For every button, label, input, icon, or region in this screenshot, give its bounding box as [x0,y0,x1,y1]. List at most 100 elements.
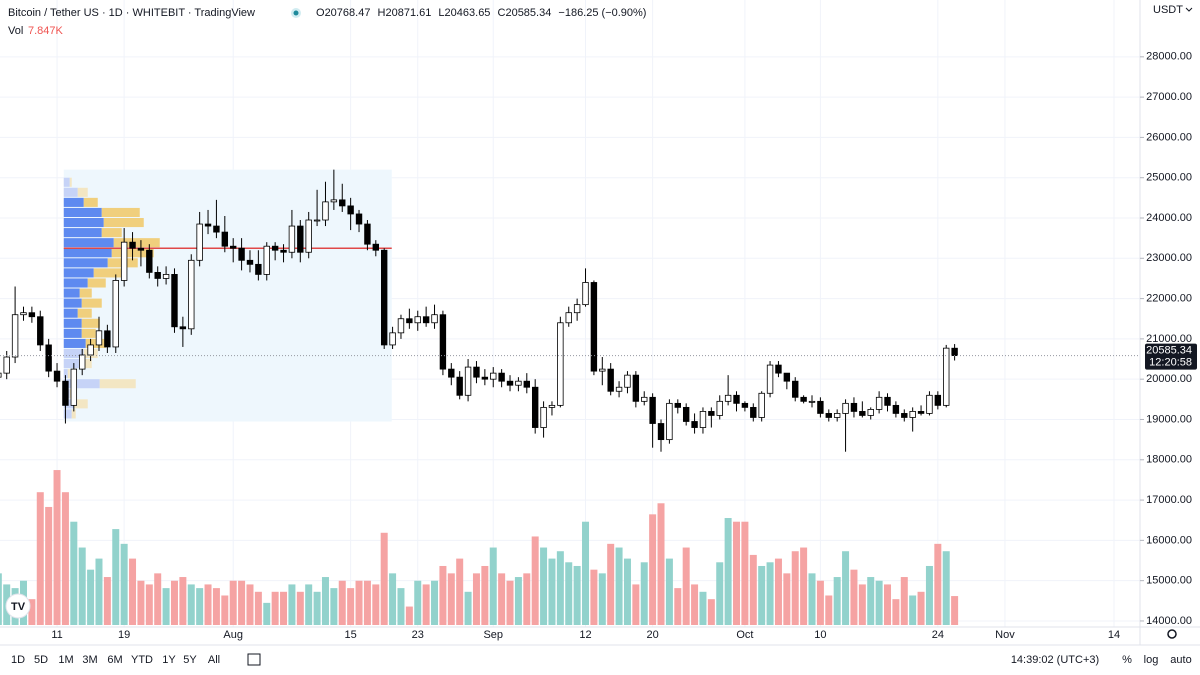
volume-bar [263,602,271,625]
volume-bar [414,580,422,625]
currency[interactable]: USDT [1153,4,1183,16]
volume-bar [665,558,673,625]
profile-up [63,409,72,419]
volume-bar [481,565,489,625]
range-button[interactable]: 5D [34,654,48,666]
profile-down [81,298,102,308]
candle-body [389,332,396,346]
candle-body [188,259,195,330]
clock[interactable]: 14:39:02 (UTC+3) [1011,654,1099,666]
candle-body [263,245,270,275]
candle-body [573,304,581,314]
range-button[interactable]: 1M [58,654,73,666]
volume-bar [120,543,128,625]
y-tick-label: 27000.00 [1146,91,1192,103]
volume-bar [36,492,44,625]
candle-body [347,205,354,215]
candle-body [741,402,749,408]
candle-body [691,421,698,428]
settings-icon[interactable] [1167,629,1177,639]
candle-body [406,318,413,324]
volume-bar [196,588,204,625]
profile-down [83,197,98,207]
range-button[interactable]: 5Y [183,654,197,666]
y-tick-label: 23000.00 [1146,252,1192,264]
range-button[interactable]: All [208,654,220,666]
scale-option[interactable]: % [1122,654,1132,666]
x-tick-label: 15 [345,629,357,641]
volume-bar [45,506,53,625]
volume-bar [808,573,816,625]
volume-bar [917,591,925,625]
y-tick-label: 20000.00 [1146,373,1192,385]
x-tick-label: 20 [647,629,659,641]
candle-body [792,380,799,398]
volume-bar [506,580,514,625]
profile-down [81,328,96,338]
volume-bar [640,562,648,625]
volume-bar [296,591,304,625]
volume-bar [766,562,774,625]
volume-bar [699,591,707,625]
range-button[interactable]: 1Y [162,654,176,666]
scale-option[interactable]: auto [1170,654,1191,666]
range-button[interactable]: 6M [107,654,122,666]
volume-bar [884,584,892,625]
ohlc-letter: H [378,7,386,19]
volume-bar [0,573,2,625]
candle-body [255,263,262,275]
candle-body [674,402,681,408]
candle-body [129,241,136,249]
logo[interactable] [5,593,31,619]
range-button[interactable]: YTD [131,654,153,666]
profile-up [63,258,108,268]
candle-body [850,402,858,412]
candle-body [540,406,547,428]
range-button[interactable]: 1D [11,654,25,666]
volume-bar [338,580,346,625]
profile-up [63,278,88,288]
candle-body [0,372,2,378]
volume-bar [422,584,430,625]
last-price-box [1145,343,1197,370]
profile-down [77,308,92,318]
y-tick-label: 17000.00 [1146,494,1192,506]
change: −186.25 (−0.90%) [558,7,646,19]
volume-bar [942,551,950,625]
candle-body [154,271,161,279]
candle-body [531,386,539,428]
candle-body [414,316,421,324]
date-range-icon[interactable] [247,653,261,666]
candle-body [355,213,363,225]
y-tick-label: 28000.00 [1146,51,1192,63]
volume-bar [145,584,153,625]
volume-bar [842,551,850,625]
y-tick-label: 22000.00 [1146,292,1192,304]
profile-down [71,409,76,419]
candle-body [926,394,933,414]
ohlc-readout: O20768.47 H20871.61 L20463.65 C20585.34 … [316,7,646,19]
volume-bar [791,551,799,625]
volume-bar [598,573,606,625]
volume-bar [833,577,841,625]
scale-option[interactable]: log [1144,654,1159,666]
x-tick-label: 12 [579,629,591,641]
candle-body [313,219,321,222]
volume-bar [632,584,640,625]
candle-body [825,413,832,418]
volume-bar [825,595,833,625]
candle-body [775,364,782,374]
volume-bar [892,599,900,625]
candle-body [523,380,530,388]
candle-body [884,396,891,406]
candle-body [901,413,908,418]
volume-bar [347,588,355,625]
bottom-toolbar: 1D 5D 1M 3M 6M YTD 1Y 5Y All% log auto [11,654,1192,666]
range-button[interactable]: 3M [82,654,97,666]
volume-bar [472,573,480,625]
volume-bar [556,551,564,625]
profile-up [63,268,94,278]
volume-bar [867,577,875,625]
candle-body [28,312,36,318]
candle-body [70,368,78,406]
